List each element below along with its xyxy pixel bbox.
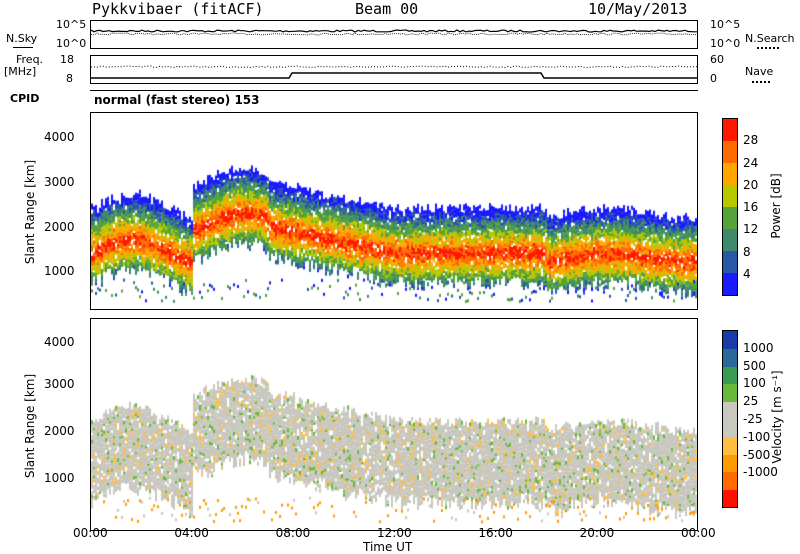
power-colorbar [722,118,738,296]
nsearch-label: N.Search [745,32,795,45]
freq-unit: [MHz] [4,65,37,78]
colorbar-segment [723,419,737,437]
nsky-label-underline [13,47,33,48]
freq-tick-high: 18 [60,53,74,66]
freq-panel [90,55,698,84]
time-axis-tick: 20:00 [579,526,615,540]
beam-number: Beam 00 [355,0,419,18]
power-ytick: 2000 [44,220,75,234]
time-axis-label: Time UT [363,540,413,554]
colorbar-segment [723,163,737,186]
power-colorbar-tick: 20 [743,177,759,192]
colorbar-segment [723,185,737,208]
colorbar-segment [723,348,737,367]
velocity-colorbar-tick: 1000 [743,340,774,355]
velocity-colorbar-tick: -1000 [743,465,778,480]
colorbar-segment [723,383,737,402]
colorbar-segment [723,401,737,420]
power-colorbar-tick: 8 [743,244,751,259]
nave-label-dots [752,81,770,83]
power-ylabel: Slant Range [km] [23,159,37,265]
power-heatmap [91,113,697,309]
cpid-label: CPID [10,92,40,105]
nave-tick-low: 0 [710,72,717,85]
power-colorbar-tick: 12 [743,222,759,237]
nsky-tick-high: 10^5 [56,18,87,31]
freq-trace [91,65,697,79]
freq-label: Freq. [16,53,44,66]
velocity-ytick: 1000 [44,471,75,485]
nsky-panel [90,20,698,49]
velocity-ylabel: Slant Range [km] [23,373,37,479]
velocity-panel [90,318,698,531]
colorbar-segment [723,436,737,455]
colorbar-segment [723,366,737,385]
plot-date: 10/May/2013 [588,0,688,18]
colorbar-segment [723,454,737,473]
nsky-tick-low: 10^0 [56,37,87,50]
cpid-text: normal (fast stereo) 153 [94,93,260,107]
nave-label: Nave [745,65,774,78]
velocity-colorbar-tick: -500 [743,447,771,462]
power-colorbar-tick: 16 [743,200,759,214]
radar-name: Pykkvibaer (fitACF) [92,0,264,18]
velocity-colorbar-label: Velocity [m s⁻¹] [770,370,784,464]
freq-tick-low: 8 [66,72,73,85]
power-ytick: 4000 [44,130,75,144]
nave-tick-high: 60 [710,53,724,66]
velocity-ytick: 3000 [44,377,75,391]
colorbar-segment [723,207,737,230]
time-axis-tick: 04:00 [174,526,209,540]
time-axis-tick: 00:00 [73,526,108,540]
cpid-divider [90,90,698,91]
power-colorbar-tick: 4 [743,266,751,281]
nsearch-tick-low: 10^0 [710,37,741,50]
time-axis-tick: 00:00 [681,526,716,540]
colorbar-segment [723,119,737,142]
power-colorbar-label: Power [dB] [769,173,783,239]
velocity-ytick: 2000 [44,424,75,438]
nsky-trace [91,29,697,36]
velocity-heatmap [91,319,697,530]
power-ytick: 3000 [44,175,75,189]
colorbar-segment [723,471,737,490]
nsearch-label-dots [757,47,779,49]
velocity-colorbar-tick: -100 [743,429,771,444]
power-ytick: 1000 [44,264,75,278]
colorbar-segment [723,251,737,274]
nsky-label: N.Sky [6,32,38,45]
colorbar-segment [723,331,737,349]
colorbar-segment [723,229,737,252]
time-axis-tick: 12:00 [377,526,412,540]
velocity-colorbar-tick: -25 [743,412,763,426]
velocity-colorbar-tick: 500 [743,358,766,373]
colorbar-segment [723,489,737,508]
power-panel [90,112,698,310]
time-axis-tick: 16:00 [478,526,513,540]
colorbar-segment [723,273,737,296]
velocity-colorbar-tick: 100 [743,376,766,391]
colorbar-segment [723,141,737,164]
nsearch-tick-high: 10^5 [710,18,741,31]
power-colorbar-tick: 28 [743,133,759,148]
velocity-colorbar-tick: 25 [743,394,759,409]
power-colorbar-tick: 24 [743,155,759,170]
velocity-ytick: 4000 [44,335,75,349]
time-axis-tick: 08:00 [275,526,311,540]
velocity-colorbar [722,330,738,508]
